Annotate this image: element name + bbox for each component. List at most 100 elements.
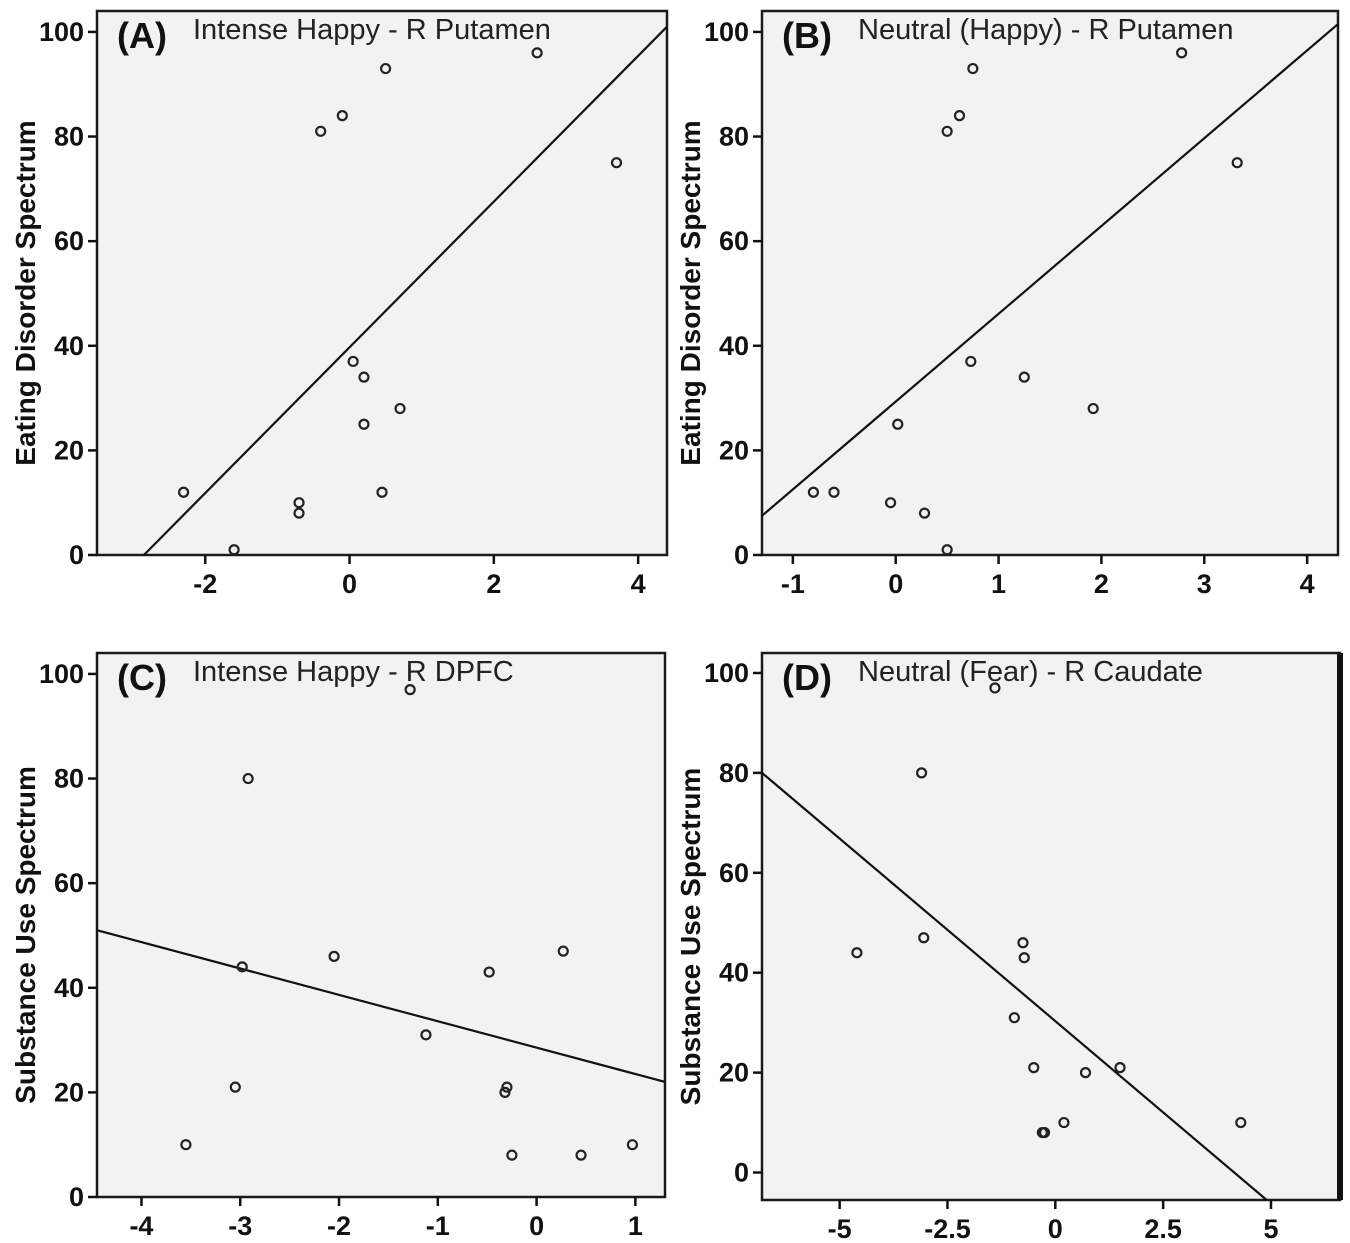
x-tick-label-c: -1 (426, 1211, 450, 1241)
data-point-a (177, 486, 190, 498)
data-point-b (884, 497, 897, 509)
data-point-c (236, 961, 248, 973)
data-point-a (293, 497, 305, 509)
y-tick-label-c: 60 (54, 868, 84, 898)
regression-line-d (762, 772, 1268, 1200)
y-tick-label-c: 100 (39, 659, 84, 689)
regression-line-c (97, 929, 665, 1083)
data-point-b (807, 486, 820, 498)
x-tick-label-d: 2.5 (1144, 1214, 1182, 1243)
y-tick-label-d: 100 (704, 658, 749, 688)
x-tick-label-b: -1 (781, 569, 805, 599)
data-point-a (228, 544, 240, 555)
data-point-b (941, 544, 953, 555)
plot-area-d (760, 651, 1342, 1202)
panel-label-b: (B) (782, 15, 832, 56)
y-tick-label-b: 100 (704, 17, 749, 47)
x-tick-label-a: 2 (486, 569, 501, 599)
panel-b: 0 20 40 60 80 100 -1 0 1 2 3 4 Eating Disorder Spect… (675, 9, 1340, 599)
data-point-c (180, 1139, 192, 1151)
regression-line-a (143, 25, 667, 555)
x-tick-label-d: -2.5 (924, 1214, 971, 1243)
x-tick-label-b: 3 (1197, 569, 1212, 599)
data-point-b (1231, 157, 1243, 169)
y-tick-label-a: 100 (39, 17, 84, 47)
data-point-d (1018, 952, 1030, 964)
y-tick-label-d: 0 (734, 1158, 749, 1188)
panel-label-c: (C) (117, 657, 167, 698)
data-point-d (1038, 1126, 1051, 1139)
data-point-c (229, 1081, 241, 1093)
data-point-b (1018, 371, 1030, 383)
y-axis-label-d: Substance Use Spectrum (675, 768, 706, 1106)
data-point-d (918, 932, 930, 944)
data-point-c (483, 966, 495, 978)
y-tick-label-a: 40 (54, 331, 84, 361)
y-axis-label-b: Eating Disorder Spectrum (675, 120, 706, 465)
data-point-a (358, 371, 370, 383)
data-point-d (1235, 1116, 1247, 1129)
data-point-c (506, 1149, 518, 1161)
data-point-a (347, 355, 359, 368)
panel-title-c: Intense Happy - R DPFC (193, 656, 514, 688)
x-tick-label-c: 0 (529, 1211, 544, 1241)
data-point-d (851, 947, 863, 959)
y-tick-label-d: 40 (719, 958, 749, 988)
y-axis-label-a: Eating Disorder Spectrum (10, 120, 41, 465)
data-point-c (557, 945, 569, 957)
y-tick-label-d: 80 (719, 758, 749, 788)
data-point-b (941, 125, 953, 137)
x-tick-label-d: -5 (828, 1214, 852, 1243)
data-point-b (965, 355, 977, 368)
data-point-d (915, 767, 928, 779)
data-point-a (293, 507, 305, 519)
panel-title-d: Neutral (Fear) - R Caudate (858, 656, 1203, 688)
data-point-d (1058, 1116, 1070, 1129)
y-tick-label-c: 80 (54, 764, 84, 794)
data-point-a (610, 157, 623, 169)
y-tick-label-a: 20 (54, 435, 84, 465)
plot-area-c (95, 651, 667, 1199)
panel-title-b: Neutral (Happy) - R Putamen (858, 14, 1234, 46)
data-point-b (918, 507, 931, 519)
x-tick-label-d: 0 (1048, 1214, 1063, 1243)
data-point-b (828, 486, 840, 498)
x-tick-label-c: -2 (327, 1211, 351, 1241)
panel-label-a: (A) (117, 15, 167, 56)
plot-area-b (760, 9, 1340, 557)
y-tick-label-c: 20 (54, 1077, 84, 1107)
y-tick-label-b: 0 (734, 540, 749, 570)
data-point-d (1008, 1012, 1020, 1024)
y-tick-label-a: 60 (54, 226, 84, 256)
y-tick-label-b: 80 (719, 122, 749, 152)
panel-d: 0 20 40 60 80 100 -5 -2.5 0 2.5 5 Substance Use Spe… (675, 651, 1343, 1243)
x-tick-label-a: -2 (193, 569, 217, 599)
y-tick-label-b: 20 (719, 435, 749, 465)
x-tick-label-c: 1 (628, 1211, 643, 1241)
regression-line-b (762, 23, 1338, 517)
y-tick-label-c: 40 (54, 973, 84, 1003)
data-point-a (336, 110, 348, 122)
x-tick-label-b: 0 (888, 569, 903, 599)
y-tick-label-c: 0 (69, 1182, 84, 1212)
data-point-c (575, 1149, 587, 1161)
data-point-b (892, 418, 904, 430)
data-point-a (531, 47, 543, 59)
x-tick-label-a: 0 (342, 569, 357, 599)
panel-a: 0 20 40 60 80 100 -2 0 2 4 Eating Disorder Spectru… (10, 9, 669, 599)
y-tick-label-a: 80 (54, 122, 84, 152)
y-tick-label-a: 0 (69, 540, 84, 570)
panel-label-d: (D) (782, 657, 832, 698)
data-point-d (1017, 937, 1029, 949)
data-point-c (328, 950, 340, 962)
data-point-d (1114, 1062, 1126, 1074)
data-point-b (1087, 402, 1099, 415)
y-tick-label-b: 40 (719, 331, 749, 361)
data-point-c (626, 1139, 639, 1151)
x-tick-label-b: 1 (991, 569, 1006, 599)
data-point-a (358, 418, 370, 430)
data-point-a (380, 62, 392, 75)
x-tick-label-a: 4 (631, 569, 646, 599)
data-point-a (376, 486, 388, 498)
